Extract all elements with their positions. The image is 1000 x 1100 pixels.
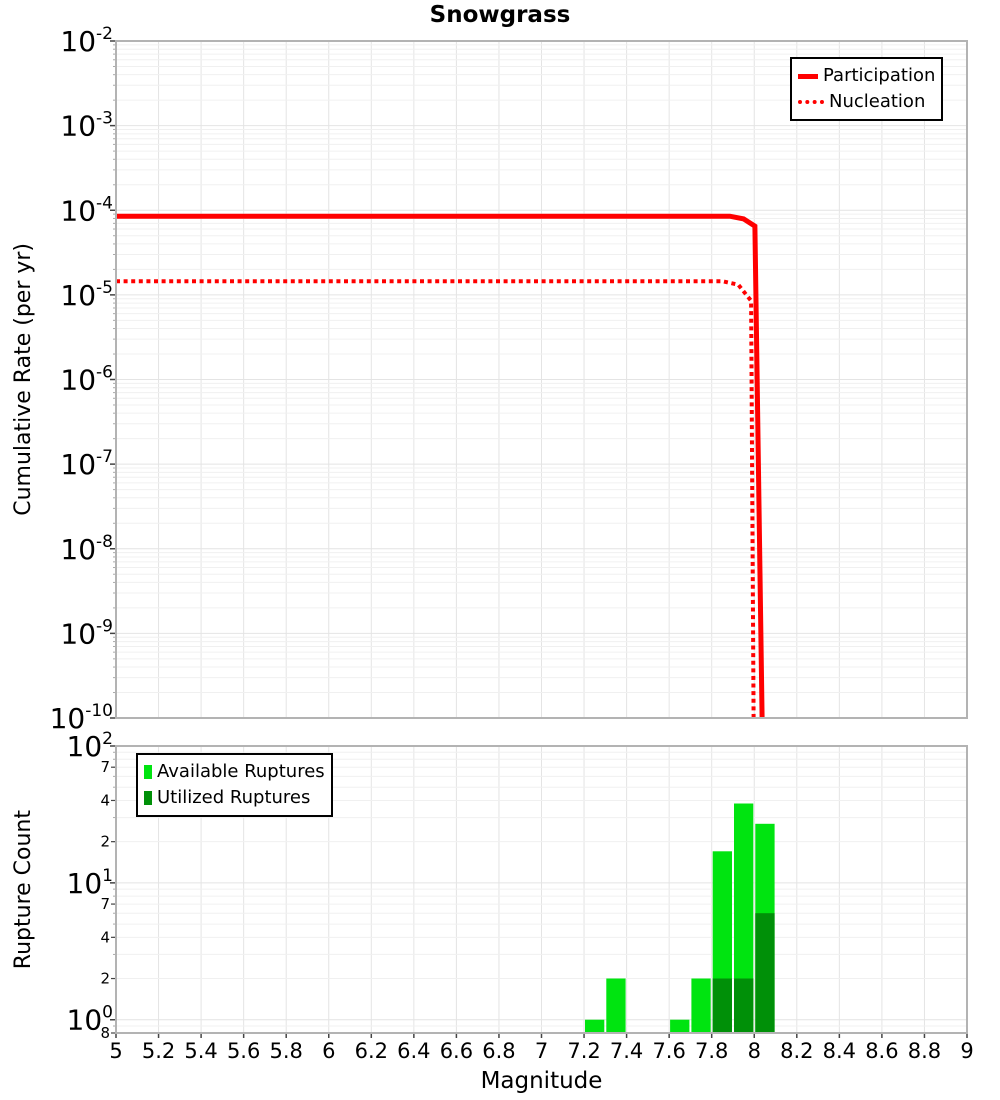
svg-text:5.8: 5.8 <box>269 1039 302 1063</box>
utilized-ruptures-series <box>712 913 775 1033</box>
svg-text:6.2: 6.2 <box>355 1039 388 1063</box>
svg-text:7.4: 7.4 <box>610 1039 643 1063</box>
svg-text:100: 100 <box>67 1003 113 1037</box>
histogram-bar <box>734 978 754 1033</box>
histogram-bar <box>585 1019 605 1033</box>
svg-text:6.6: 6.6 <box>440 1039 473 1063</box>
svg-text:10-7: 10-7 <box>60 447 113 481</box>
bottom-panel-y-axis: 102 101 100 7 4 2 7 4 2 8 <box>67 729 116 1042</box>
svg-text:5: 5 <box>109 1039 122 1063</box>
participation-legend-label: Participation <box>823 65 936 86</box>
available-ruptures-legend-label: Available Ruptures <box>157 761 325 782</box>
utilized-ruptures-swatch <box>144 791 152 805</box>
x-axis-ticks: 5 5.2 5.4 5.6 5.8 6 6.2 6.4 6.6 6.8 7 7.2 7.4 7.6 7.8 8… <box>109 1033 974 1063</box>
svg-text:10-5: 10-5 <box>60 278 113 312</box>
svg-text:8.8: 8.8 <box>908 1039 941 1063</box>
svg-text:102: 102 <box>67 729 113 763</box>
svg-text:8: 8 <box>100 1024 110 1042</box>
top-y-axis-label: Cumulative Rate (per yr) <box>10 243 36 516</box>
svg-text:4: 4 <box>100 928 110 946</box>
top-y-axis-label-wrap: Cumulative Rate (per yr) <box>0 41 46 718</box>
top-panel-frame <box>115 40 968 719</box>
histogram-bar <box>755 913 775 1033</box>
svg-text:5.4: 5.4 <box>184 1039 217 1063</box>
svg-text:2: 2 <box>100 833 110 851</box>
top-panel-grid <box>116 41 967 718</box>
histogram-bar <box>734 803 754 1033</box>
legend-item-utilized-ruptures: Utilized Ruptures <box>144 785 325 811</box>
svg-text:9: 9 <box>960 1039 973 1063</box>
bottom-panel-grid <box>116 746 967 1033</box>
svg-text:10-2: 10-2 <box>60 24 113 58</box>
nucleation-line <box>116 279 756 719</box>
svg-text:7.6: 7.6 <box>652 1039 685 1063</box>
svg-text:6: 6 <box>322 1039 335 1063</box>
svg-text:10-3: 10-3 <box>60 109 113 143</box>
nucleation-line-swatch <box>798 100 824 104</box>
top-panel-y-axis: 10-2 10-3 10-4 10-5 10-6 10-7 10-8 10-9 10-10 <box>50 24 116 735</box>
svg-text:7: 7 <box>535 1039 548 1063</box>
svg-text:10-4: 10-4 <box>60 193 113 227</box>
svg-text:5.2: 5.2 <box>142 1039 175 1063</box>
utilized-ruptures-legend-label: Utilized Ruptures <box>157 787 311 808</box>
svg-text:8.2: 8.2 <box>780 1039 813 1063</box>
svg-text:2: 2 <box>100 970 110 988</box>
svg-text:4: 4 <box>100 791 110 809</box>
nucleation-legend-label: Nucleation <box>829 91 926 112</box>
legend-item-participation: Participation <box>798 63 935 89</box>
legend-item-available-ruptures: Available Ruptures <box>144 759 325 785</box>
rupture-legend: Available Ruptures Utilized Ruptures <box>136 753 333 817</box>
rupture-count-bars <box>585 803 775 1033</box>
svg-text:10-9: 10-9 <box>60 616 113 650</box>
svg-text:10-8: 10-8 <box>60 532 113 566</box>
x-axis-label: Magnitude <box>480 1068 603 1094</box>
svg-text:8.4: 8.4 <box>823 1039 856 1063</box>
svg-text:7.8: 7.8 <box>695 1039 728 1063</box>
available-ruptures-swatch <box>144 765 152 779</box>
histogram-bar <box>670 1019 690 1033</box>
svg-text:8.6: 8.6 <box>865 1039 898 1063</box>
rate-series <box>116 213 765 719</box>
histogram-bar <box>606 978 626 1033</box>
svg-text:6.4: 6.4 <box>397 1039 430 1063</box>
svg-text:101: 101 <box>67 866 113 900</box>
svg-text:6.8: 6.8 <box>482 1039 515 1063</box>
svg-text:5.6: 5.6 <box>227 1039 260 1063</box>
svg-text:10-6: 10-6 <box>60 363 113 397</box>
histogram-bar <box>712 978 732 1033</box>
histogram-bar <box>691 978 711 1033</box>
bottom-y-axis-label-wrap: Rupture Count <box>0 746 46 1033</box>
svg-text:7.2: 7.2 <box>567 1039 600 1063</box>
svg-text:10-10: 10-10 <box>50 701 113 735</box>
bottom-panel-frame <box>115 745 968 1034</box>
svg-text:7: 7 <box>100 758 110 776</box>
participation-line <box>116 213 765 719</box>
svg-text:8: 8 <box>748 1039 761 1063</box>
rate-legend: Participation Nucleation <box>790 57 944 121</box>
bottom-y-axis-label: Rupture Count <box>10 809 36 970</box>
legend-item-nucleation: Nucleation <box>798 89 935 115</box>
chart-title: Snowgrass <box>429 2 571 28</box>
participation-line-swatch <box>798 73 818 79</box>
svg-text:7: 7 <box>100 895 110 913</box>
